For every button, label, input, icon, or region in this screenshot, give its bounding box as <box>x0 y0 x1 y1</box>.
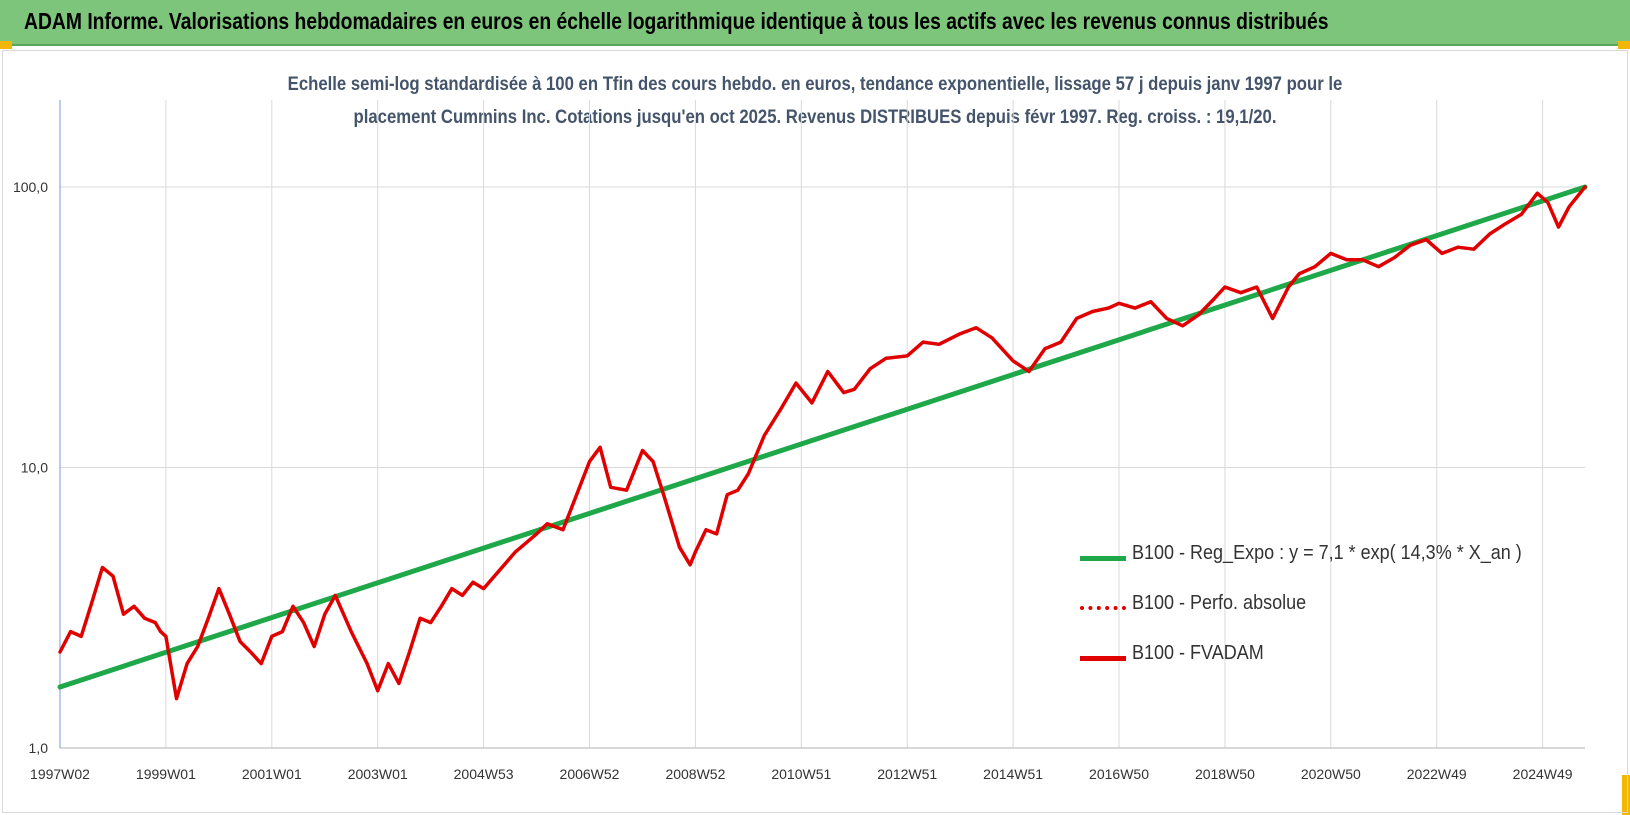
legend-swatch-perfo <box>1080 606 1126 610</box>
x-tick-label: 2006W52 <box>560 766 620 782</box>
title-banner: ADAM Informe. Valorisations hebdomadaire… <box>0 0 1630 46</box>
x-tick-label: 1997W02 <box>30 766 90 782</box>
x-tick-label: 2012W51 <box>877 766 937 782</box>
corner-marker-right <box>1618 41 1630 49</box>
x-tick-label: 2014W51 <box>983 766 1043 782</box>
x-tick-label: 2008W52 <box>665 766 725 782</box>
x-tick-label: 2018W50 <box>1195 766 1255 782</box>
legend-label-regression: B100 - Reg_Expo : y = 7,1 * exp( 14,3% *… <box>1132 542 1522 564</box>
x-tick-label: 2024W49 <box>1513 766 1573 782</box>
x-tick-label: 1999W01 <box>136 766 196 782</box>
y-tick-label: 100,0 <box>13 179 48 195</box>
series-regression-line <box>57 184 1588 690</box>
y-tick-label: 1,0 <box>29 740 49 756</box>
x-tick-label: 2004W53 <box>454 766 514 782</box>
chart-subtitle-line-2: placement Cummins Inc. Cotations jusqu'e… <box>353 107 1277 128</box>
legend-label-perfo: B100 - Perfo. absolue <box>1132 592 1307 614</box>
x-tick-label: 2003W01 <box>348 766 408 782</box>
legend-swatch-fvadam <box>1080 656 1126 661</box>
corner-marker-left <box>0 41 12 49</box>
chart-frame <box>2 50 1628 813</box>
chart-subtitle: Echelle semi-log standardisée à 100 en T… <box>0 68 1630 134</box>
legend-label-fvadam: B100 - FVADAM <box>1132 642 1264 664</box>
chart-subtitle-line-1: Echelle semi-log standardisée à 100 en T… <box>287 74 1343 95</box>
page-title: ADAM Informe. Valorisations hebdomadaire… <box>24 8 1329 34</box>
x-tick-label: 2016W50 <box>1089 766 1149 782</box>
x-tick-label: 2022W49 <box>1407 766 1467 782</box>
x-tick-label: 2020W50 <box>1301 766 1361 782</box>
series-fvadam-line <box>58 185 1587 701</box>
y-tick-label: 10,0 <box>21 460 48 476</box>
corner-marker-bottom <box>1622 775 1630 815</box>
legend-swatch-regression <box>1080 556 1126 561</box>
x-tick-label: 2010W51 <box>771 766 831 782</box>
x-tick-label: 2001W01 <box>242 766 302 782</box>
